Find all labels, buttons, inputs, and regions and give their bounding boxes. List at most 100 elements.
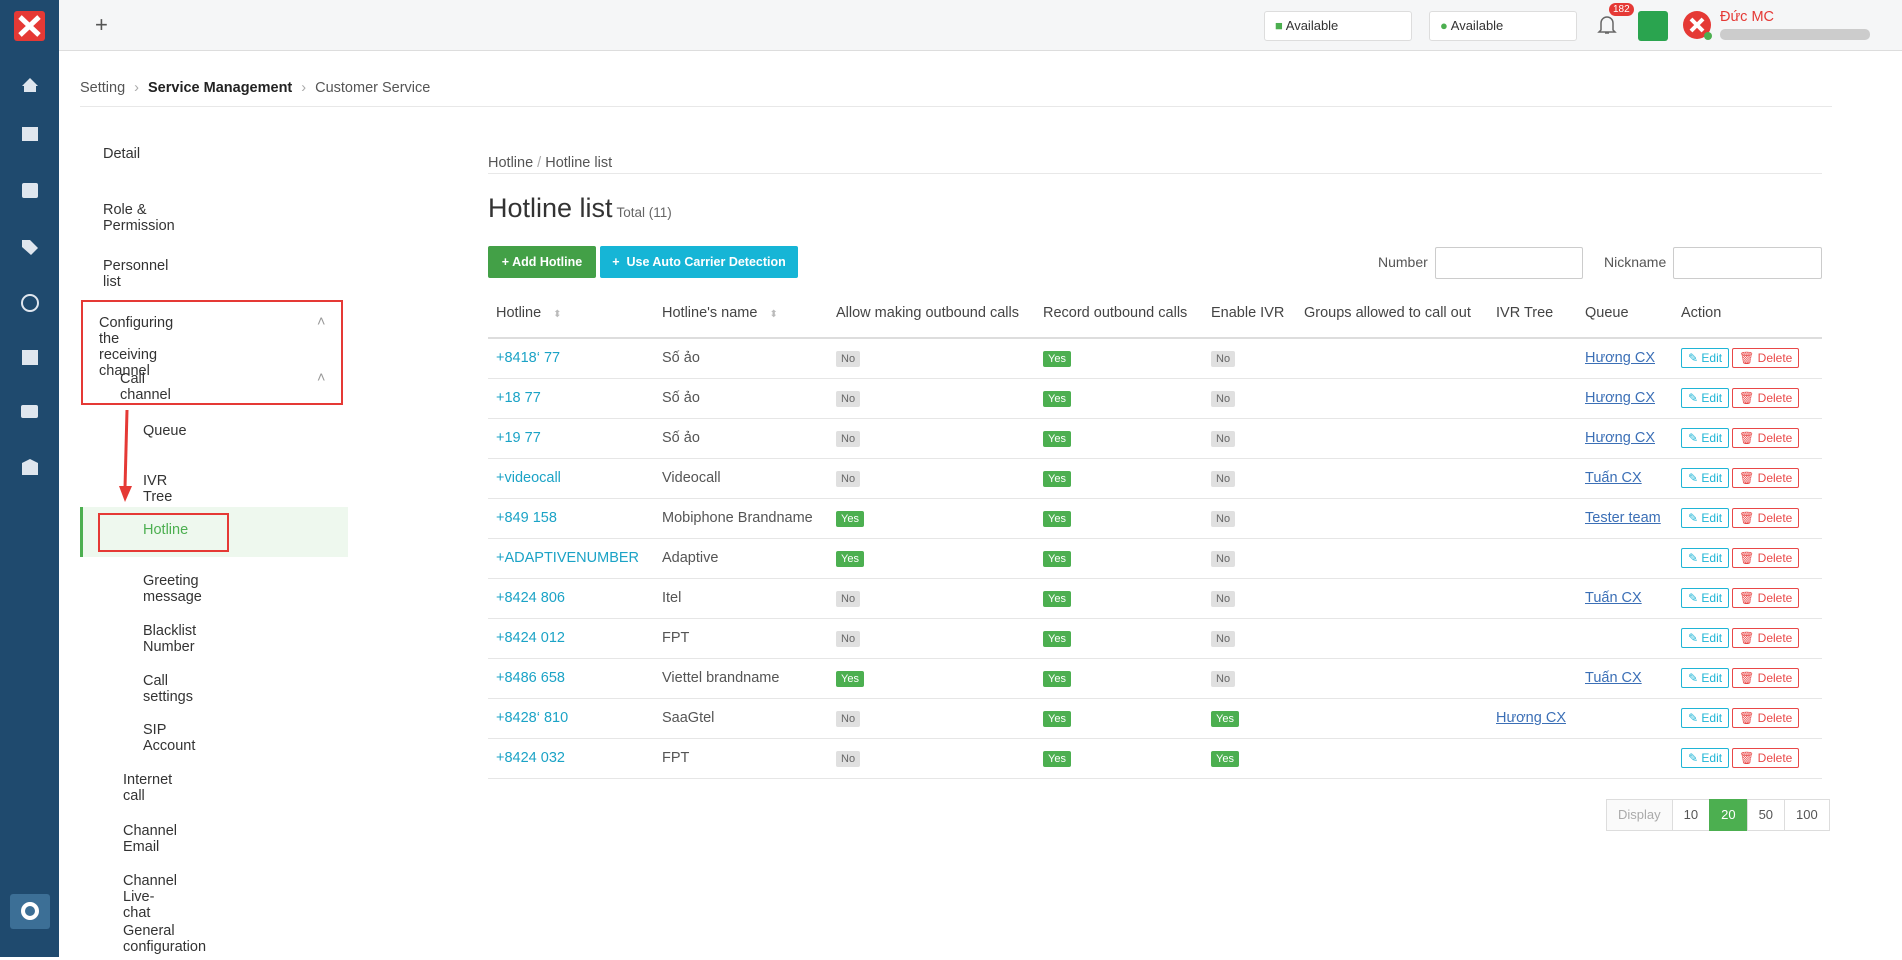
crumb[interactable]: Hotline xyxy=(488,155,534,171)
delete-button[interactable]: 🗑 Delete xyxy=(1732,548,1800,568)
link[interactable]: Hương CX xyxy=(1585,390,1655,406)
badge: No xyxy=(1211,430,1236,447)
cell xyxy=(1488,738,1577,779)
badge: Yes xyxy=(1043,710,1071,727)
delete-button[interactable]: 🗑 Delete xyxy=(1732,708,1800,728)
menu-item[interactable]: Personnel list xyxy=(103,258,169,290)
cell xyxy=(1488,458,1577,499)
menu-item[interactable]: Channel Live-chat xyxy=(123,873,178,921)
page-size[interactable]: 10 xyxy=(1671,799,1711,831)
link[interactable]: Tuấn CX xyxy=(1585,470,1642,486)
page-size[interactable]: 50 xyxy=(1746,799,1786,831)
edit-button[interactable]: ✎ Edit xyxy=(1681,708,1730,728)
delete-button[interactable]: 🗑 Delete xyxy=(1732,748,1800,768)
cell: No xyxy=(1203,418,1296,459)
call-status[interactable]: ● Available xyxy=(1429,11,1577,41)
hotline-number[interactable]: +19 77 xyxy=(496,430,541,446)
badge: No xyxy=(836,470,861,487)
menu-item[interactable]: Blacklist Number xyxy=(143,623,197,655)
delete-button[interactable]: 🗑 Delete xyxy=(1732,388,1800,408)
link[interactable]: Tester team xyxy=(1585,510,1661,526)
link[interactable]: Tuấn CX xyxy=(1585,590,1642,606)
edit-button[interactable]: ✎ Edit xyxy=(1681,588,1730,608)
menu-item[interactable]: Detail xyxy=(103,146,141,162)
menu-item[interactable]: Internet call xyxy=(123,772,173,804)
edit-button[interactable]: ✎ Edit xyxy=(1681,748,1730,768)
menu-item[interactable]: Configuring the receiving channel xyxy=(99,315,174,379)
hotline-number[interactable]: +8486 658 xyxy=(496,670,565,686)
hotline-number[interactable]: +8418‘ 77 xyxy=(496,350,561,367)
cell: Videocall xyxy=(654,458,828,499)
delete-button[interactable]: 🗑 Delete xyxy=(1732,668,1800,688)
bell[interactable] xyxy=(1597,14,1617,36)
hotline-number[interactable]: +8424 012 xyxy=(496,630,565,646)
hotline-number[interactable]: +8424 806 xyxy=(496,590,565,606)
hotline-number[interactable]: +849 158 xyxy=(496,510,557,526)
cell xyxy=(1488,378,1577,419)
sort-icon[interactable]: ⬍ xyxy=(769,308,778,320)
nickname-input[interactable] xyxy=(1673,247,1822,279)
edit-button[interactable]: ✎ Edit xyxy=(1681,668,1730,688)
menu-item[interactable]: Channel Email xyxy=(123,823,178,855)
delete-button[interactable]: 🗑 Delete xyxy=(1732,628,1800,648)
menu-item[interactable]: Call channel xyxy=(120,371,171,403)
menu-item[interactable]: Hotline xyxy=(143,522,189,538)
link[interactable]: Tuấn CX xyxy=(1585,670,1642,686)
edit-button[interactable]: ✎ Edit xyxy=(1681,348,1730,369)
edit-label: Edit xyxy=(1701,391,1723,405)
menu-item[interactable]: Role & Permission xyxy=(103,202,175,234)
cell: No xyxy=(1203,618,1296,659)
delete-button[interactable]: 🗑 Delete xyxy=(1732,348,1800,369)
hotline-name: FPT xyxy=(662,630,690,646)
hotline-number[interactable]: +videocall xyxy=(496,470,561,486)
hotline-number[interactable]: +18 77 xyxy=(496,390,541,406)
number-input[interactable] xyxy=(1435,247,1583,279)
cell xyxy=(1296,338,1488,379)
cell xyxy=(1296,498,1488,539)
menu-item[interactable]: Call settings xyxy=(143,673,193,705)
edit-button[interactable]: ✎ Edit xyxy=(1681,388,1730,408)
menu-item[interactable]: SIP Account xyxy=(143,722,196,754)
page-size[interactable]: 100 xyxy=(1784,799,1830,831)
edit-button[interactable]: ✎ Edit xyxy=(1681,628,1730,648)
delete-button[interactable]: 🗑 Delete xyxy=(1732,508,1800,528)
cell: Hương CX xyxy=(1577,418,1673,459)
sort-icon[interactable]: ⬍ xyxy=(553,308,562,320)
cell: No xyxy=(828,618,1035,659)
hotline-number[interactable]: +8424 032 xyxy=(496,750,565,766)
delete-button[interactable]: 🗑 Delete xyxy=(1732,428,1800,448)
menu-item[interactable]: General configuration xyxy=(123,923,207,955)
cell: Yes xyxy=(1035,658,1203,699)
cell: No xyxy=(1203,458,1296,499)
edit-button[interactable]: ✎ Edit xyxy=(1681,508,1730,528)
link[interactable]: Hương CX xyxy=(1585,350,1655,367)
table-row: +8418‘ 77 Số ảo No Yes No Hương CX ✎ Edit 🗑 Del… xyxy=(488,338,1822,379)
link[interactable]: Hương CX xyxy=(1585,430,1655,446)
edit-button[interactable]: ✎ Edit xyxy=(1681,468,1730,488)
hotline-number[interactable]: +ADAPTIVENUMBER xyxy=(496,550,640,566)
auto-detect-button[interactable]: + Use Auto Carrier Detection xyxy=(600,246,798,278)
cell: No xyxy=(1203,498,1296,539)
add-tab[interactable]: + xyxy=(95,12,108,37)
chat-status[interactable]: ■ Available xyxy=(1264,11,1412,41)
add-hotline-button[interactable]: + Add Hotline xyxy=(488,246,596,278)
page-size[interactable]: 20 xyxy=(1709,799,1748,831)
chevron: ˄ xyxy=(317,314,326,330)
cell: No xyxy=(828,418,1035,459)
cell: Hương CX xyxy=(1577,338,1673,379)
crumb[interactable]: Setting xyxy=(80,80,126,96)
hotline-number[interactable]: +8428‘ 810 xyxy=(496,710,569,726)
phone-button[interactable] xyxy=(1638,11,1668,41)
actions-cell: ✎ Edit 🗑 Delete xyxy=(1673,578,1822,619)
edit-button[interactable]: ✎ Edit xyxy=(1681,428,1730,448)
page-heading: Hotline list Total (11) xyxy=(488,193,672,224)
edit-button[interactable]: ✎ Edit xyxy=(1681,548,1730,568)
hotline-name: Số ảo xyxy=(662,390,700,406)
table-row: +ADAPTIVENUMBER Adaptive Yes Yes No ✎ Edit 🗑 D… xyxy=(488,538,1822,579)
menu-item[interactable]: Queue xyxy=(143,423,187,439)
delete-button[interactable]: 🗑 Delete xyxy=(1732,468,1800,488)
menu-item[interactable]: Greeting message xyxy=(143,573,202,605)
link[interactable]: Hương CX xyxy=(1496,710,1566,726)
delete-button[interactable]: 🗑 Delete xyxy=(1732,588,1800,608)
menu-item[interactable]: IVR Tree xyxy=(143,473,173,505)
